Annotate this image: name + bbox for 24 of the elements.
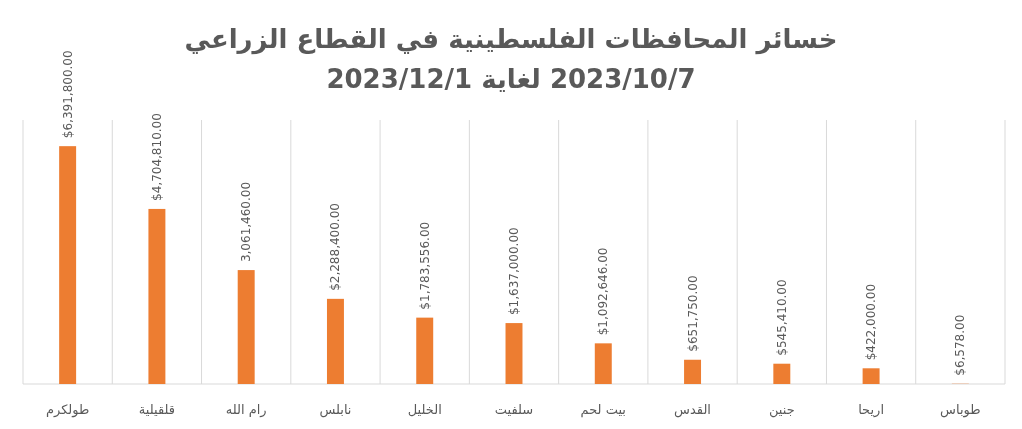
data-label: $1,783,556.00 — [417, 221, 432, 310]
x-tick-label: طوباس — [940, 402, 981, 418]
x-tick-label: قلقيلية — [138, 402, 176, 417]
x-tick-label: سلفيت — [494, 402, 534, 417]
title: خسائر المحافظات الفلسطينية في القطاع الزراعي — [184, 24, 838, 54]
x-tick-label: نابلس — [319, 402, 352, 418]
data-label: $651,750.00 — [685, 275, 700, 352]
data-label: $1,637,000.00 — [507, 227, 521, 316]
data-label: $4,704,810.00 — [149, 113, 164, 201]
x-tick-label: بيت لحم — [580, 402, 626, 418]
x-tick-label: طولكرم — [45, 402, 90, 418]
x-tick-label: رام الله — [225, 402, 267, 418]
data-label: $545,410.00 — [774, 279, 789, 356]
x-tick-label: اريحا — [858, 402, 885, 418]
data-label: $6,391,800.00 — [60, 50, 75, 139]
x-tick-label: القدس — [674, 402, 711, 418]
data-label: $422,000.00 — [864, 283, 879, 361]
x-tick-label: الخليل — [407, 402, 442, 417]
data-label: $2,288,400.00 — [328, 203, 343, 291]
x-tick-label: جنين — [768, 402, 795, 418]
subtitle: 2023/10/7 لغاية 2023/12/1 — [326, 64, 696, 94]
data-label: $1,092,646.00 — [596, 247, 611, 336]
data-label: $6,578.00 — [953, 314, 968, 376]
data-label: 3,061,460.00 — [239, 181, 254, 263]
